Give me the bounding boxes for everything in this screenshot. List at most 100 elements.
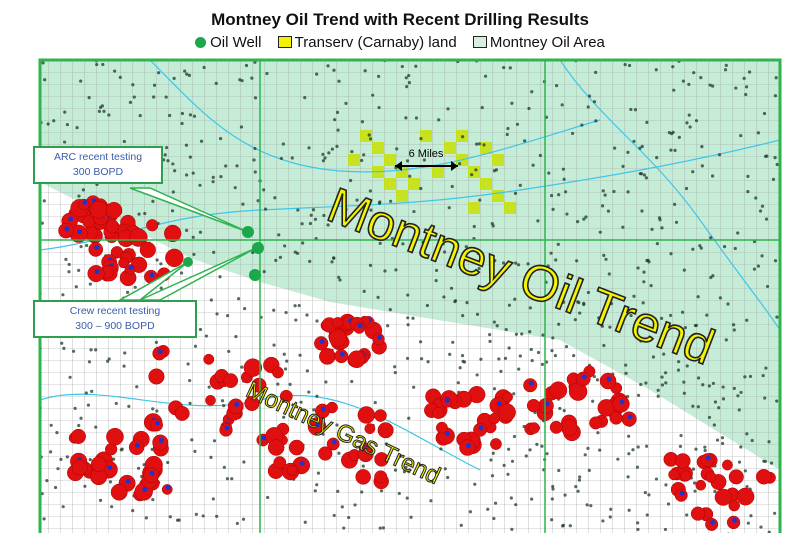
- well-marker: [493, 501, 498, 505]
- well-marker: [278, 255, 283, 259]
- well-marker: [67, 262, 71, 267]
- well-marker: [703, 448, 707, 453]
- well-marker: [97, 109, 102, 114]
- well-marker: [296, 208, 300, 212]
- well-marker: [662, 352, 666, 356]
- well-marker: [491, 451, 495, 455]
- well-marker: [711, 174, 715, 178]
- township-lines: [40, 60, 780, 533]
- well-marker: [551, 207, 555, 211]
- well-marker: [767, 530, 771, 533]
- well-pie-marker: [339, 351, 345, 357]
- well-pie-marker: [157, 348, 163, 354]
- well-marker: [703, 445, 707, 449]
- well-marker: [373, 400, 377, 405]
- well-marker: [405, 85, 409, 89]
- well-marker: [344, 101, 348, 105]
- well-marker: [277, 233, 281, 237]
- well-marker: [188, 155, 192, 159]
- well-marker: [377, 105, 381, 110]
- well-marker: [360, 158, 364, 163]
- well-marker: [46, 122, 50, 126]
- well-marker: [297, 303, 301, 308]
- well-marker: [518, 183, 522, 188]
- legend-montney-oil-area: Montney Oil Area: [472, 34, 605, 51]
- well-marker: [315, 483, 319, 487]
- well-marker: [209, 455, 213, 459]
- well-marker: [636, 266, 640, 270]
- gas-well-marker: [432, 406, 445, 419]
- well-pie-marker: [128, 265, 134, 271]
- well-pie-marker: [528, 380, 534, 386]
- well-marker: [350, 150, 354, 154]
- well-marker: [715, 438, 720, 442]
- well-marker: [83, 484, 87, 488]
- well-marker: [242, 460, 246, 464]
- well-marker: [602, 343, 606, 348]
- well-marker: [179, 271, 184, 275]
- well-pie-marker: [465, 443, 471, 449]
- well-marker: [131, 509, 135, 513]
- well-marker: [303, 96, 307, 100]
- well-marker: [212, 439, 217, 443]
- well-marker: [642, 173, 647, 177]
- well-marker: [307, 390, 311, 394]
- well-marker: [64, 257, 68, 261]
- well-marker: [185, 228, 189, 232]
- gas-well-marker: [498, 403, 516, 422]
- well-marker: [215, 312, 219, 316]
- gas-well-marker: [70, 428, 86, 444]
- well-marker: [540, 362, 545, 366]
- oil-wells-recent: [183, 226, 264, 281]
- well-marker: [166, 460, 170, 465]
- well-marker: [765, 284, 770, 289]
- well-marker: [443, 250, 447, 254]
- well-marker: [434, 268, 439, 273]
- land-parcel: [420, 130, 432, 142]
- well-marker: [226, 313, 230, 318]
- land-parcel: [468, 202, 480, 214]
- well-marker: [576, 219, 580, 224]
- well-marker: [42, 517, 46, 521]
- well-marker: [324, 380, 328, 384]
- well-marker: [362, 153, 366, 157]
- well-marker: [144, 516, 148, 520]
- well-marker: [381, 526, 385, 530]
- land-parcel: [396, 166, 408, 178]
- well-marker: [125, 290, 130, 294]
- well-marker: [656, 394, 660, 398]
- well-marker: [503, 356, 508, 360]
- well-marker: [89, 348, 93, 352]
- well-pie-marker: [261, 435, 267, 441]
- well-marker: [530, 358, 534, 363]
- well-marker: [506, 447, 511, 451]
- well-marker: [201, 514, 205, 518]
- well-marker: [360, 120, 365, 124]
- well-pie-marker: [627, 414, 633, 420]
- well-marker: [664, 381, 668, 385]
- well-marker: [474, 168, 478, 172]
- well-pie-marker: [732, 517, 738, 523]
- well-marker: [283, 244, 287, 248]
- well-marker: [422, 158, 426, 162]
- well-marker: [322, 213, 326, 218]
- well-marker: [592, 374, 596, 379]
- well-marker: [180, 121, 184, 126]
- well-marker: [560, 103, 564, 107]
- well-marker: [186, 362, 190, 366]
- gas-well-marker: [674, 453, 691, 469]
- well-marker: [504, 327, 508, 332]
- well-marker: [224, 164, 228, 168]
- well-marker: [367, 133, 371, 137]
- well-marker: [128, 100, 133, 104]
- well-marker: [583, 453, 587, 457]
- land-parcel: [348, 154, 360, 166]
- well-marker: [696, 405, 700, 409]
- well-marker: [606, 209, 611, 213]
- well-marker: [775, 315, 779, 319]
- well-marker: [406, 316, 410, 320]
- well-marker: [550, 349, 554, 353]
- callout-pointers: [117, 187, 257, 301]
- well-marker: [541, 333, 545, 337]
- well-marker: [517, 367, 521, 371]
